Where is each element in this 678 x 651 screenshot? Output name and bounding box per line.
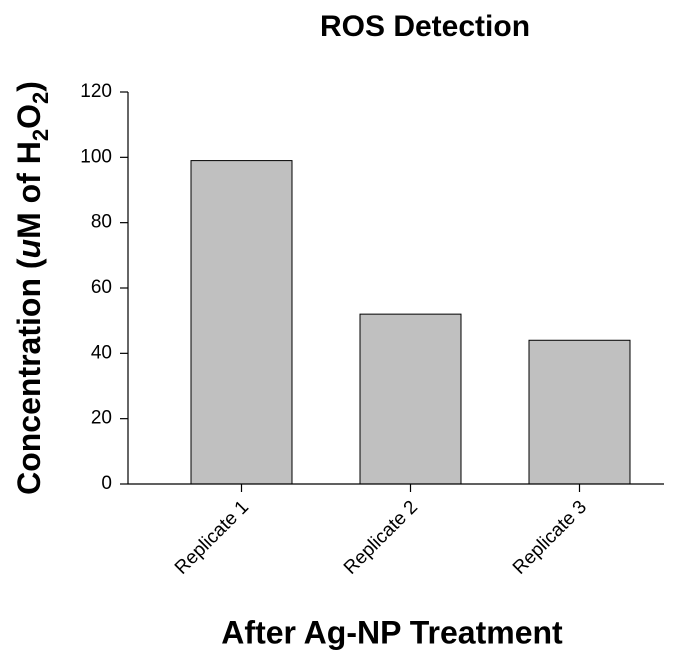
y-tick-label: 40 xyxy=(91,342,112,363)
x-tick-label: Replicate 1 xyxy=(171,497,253,579)
y-tick-label: 120 xyxy=(80,81,112,102)
x-axis-label: After Ag-NP Treatment xyxy=(221,614,563,650)
y-label-part: 2 xyxy=(28,92,53,104)
bar xyxy=(359,313,462,485)
chart-title: ROS Detection xyxy=(320,10,530,43)
x-tick-label: Replicate 3 xyxy=(509,497,591,579)
y-tick-label: 100 xyxy=(80,146,112,167)
y-label-part: u xyxy=(11,239,47,259)
bar xyxy=(190,160,293,485)
y-axis-label: Concentration (uM of H2O2) xyxy=(11,81,53,495)
y-tick-label: 60 xyxy=(91,277,112,298)
y-label-part: M of H xyxy=(11,141,47,239)
y-tick-label: 0 xyxy=(101,473,112,494)
y-tick-label: 20 xyxy=(91,408,112,429)
y-tick-label: 80 xyxy=(91,212,112,233)
x-tick-label: Replicate 2 xyxy=(340,497,422,579)
y-label-part: 2 xyxy=(28,129,53,141)
y-label-part: Concentration ( xyxy=(11,258,47,495)
y-label-part: ) xyxy=(11,81,47,92)
y-label-part: O xyxy=(11,104,47,129)
bar xyxy=(528,339,631,485)
